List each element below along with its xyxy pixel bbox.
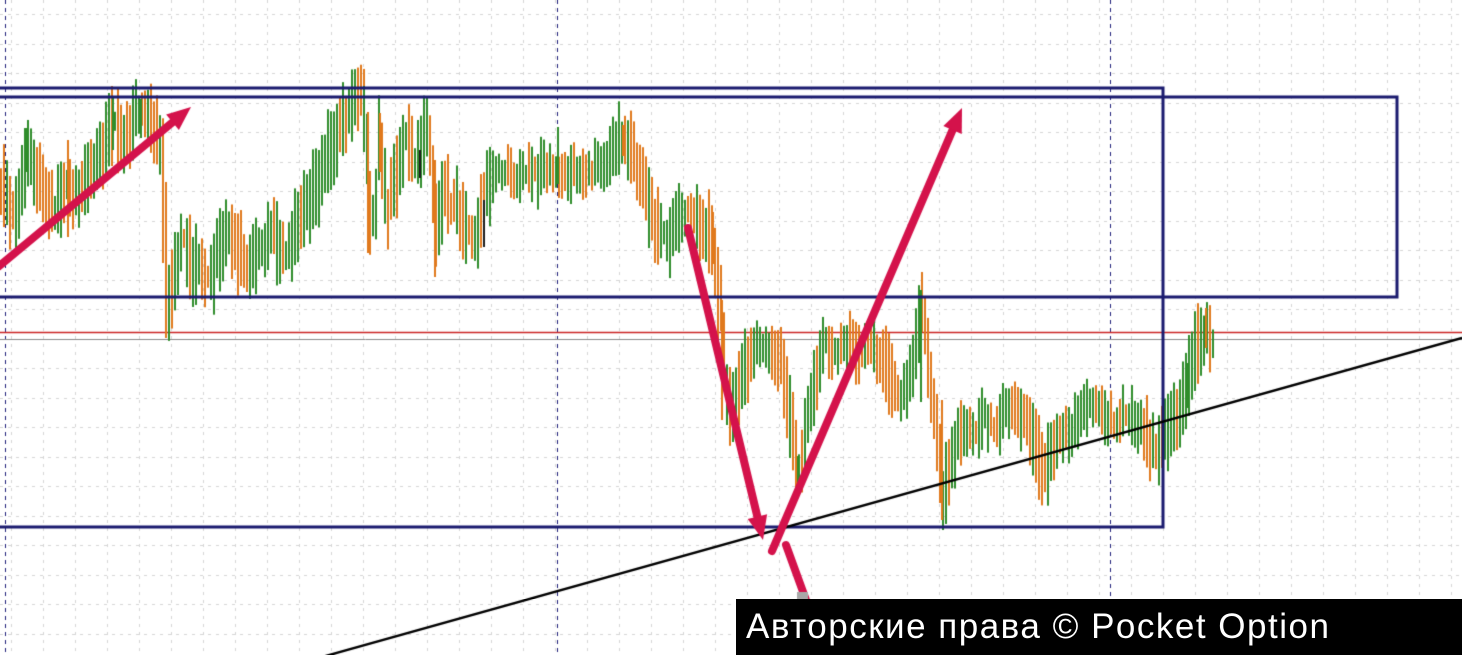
copyright-text: Авторские права © Pocket Option bbox=[746, 607, 1331, 646]
copyright-banner: Авторские права © Pocket Option bbox=[736, 599, 1462, 655]
